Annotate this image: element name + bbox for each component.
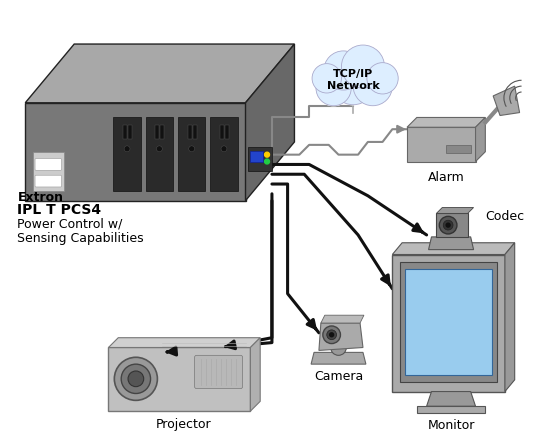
- Polygon shape: [114, 117, 141, 191]
- Circle shape: [440, 216, 457, 234]
- Polygon shape: [25, 103, 245, 200]
- Circle shape: [323, 326, 341, 343]
- Circle shape: [330, 333, 334, 337]
- Polygon shape: [392, 243, 515, 255]
- Text: IPL T PCS4: IPL T PCS4: [17, 203, 102, 216]
- Polygon shape: [225, 125, 229, 139]
- Circle shape: [312, 64, 342, 93]
- FancyBboxPatch shape: [195, 355, 243, 388]
- Text: Codec: Codec: [485, 210, 525, 223]
- Text: Camera: Camera: [314, 370, 363, 383]
- Circle shape: [367, 63, 398, 94]
- Polygon shape: [392, 255, 505, 391]
- Circle shape: [157, 146, 162, 152]
- Polygon shape: [250, 338, 260, 411]
- Polygon shape: [25, 44, 294, 103]
- Circle shape: [342, 45, 385, 88]
- Polygon shape: [505, 243, 515, 391]
- Circle shape: [316, 71, 351, 106]
- Circle shape: [324, 51, 363, 90]
- Text: Power Control w/
Sensing Capabilities: Power Control w/ Sensing Capabilities: [17, 217, 144, 246]
- Polygon shape: [400, 262, 497, 382]
- Circle shape: [324, 51, 363, 90]
- Polygon shape: [311, 352, 366, 364]
- Circle shape: [367, 63, 398, 94]
- Circle shape: [124, 146, 130, 152]
- Polygon shape: [146, 117, 173, 191]
- Circle shape: [128, 371, 144, 387]
- Polygon shape: [407, 117, 485, 127]
- Text: Alarm: Alarm: [428, 171, 464, 184]
- Circle shape: [443, 220, 453, 230]
- Polygon shape: [160, 125, 164, 139]
- Polygon shape: [155, 125, 159, 139]
- Circle shape: [265, 159, 270, 164]
- Polygon shape: [436, 207, 473, 213]
- Polygon shape: [210, 117, 238, 191]
- Polygon shape: [109, 338, 260, 348]
- Circle shape: [316, 71, 351, 106]
- Polygon shape: [178, 117, 206, 191]
- Circle shape: [353, 67, 392, 106]
- Polygon shape: [109, 348, 250, 411]
- FancyBboxPatch shape: [35, 158, 61, 170]
- Circle shape: [342, 45, 385, 88]
- Polygon shape: [249, 147, 272, 171]
- Text: Monitor: Monitor: [427, 419, 475, 432]
- Circle shape: [265, 152, 270, 157]
- Polygon shape: [128, 125, 132, 139]
- Circle shape: [327, 330, 337, 339]
- Polygon shape: [188, 125, 192, 139]
- Circle shape: [331, 339, 346, 355]
- Polygon shape: [405, 269, 492, 375]
- Circle shape: [331, 61, 375, 105]
- Polygon shape: [493, 86, 520, 116]
- Text: TCP/IP
Network: TCP/IP Network: [327, 69, 379, 91]
- Circle shape: [446, 223, 450, 227]
- Polygon shape: [321, 315, 364, 323]
- FancyBboxPatch shape: [250, 151, 263, 162]
- Polygon shape: [407, 127, 476, 162]
- FancyBboxPatch shape: [446, 145, 471, 153]
- Polygon shape: [220, 125, 224, 139]
- Polygon shape: [429, 237, 473, 249]
- Polygon shape: [319, 323, 363, 350]
- Text: Projector: Projector: [156, 418, 211, 431]
- Circle shape: [353, 67, 392, 106]
- Polygon shape: [33, 152, 65, 191]
- Text: Extron: Extron: [17, 191, 63, 204]
- Polygon shape: [476, 117, 485, 162]
- Polygon shape: [123, 125, 127, 139]
- Circle shape: [189, 146, 195, 152]
- Polygon shape: [417, 406, 485, 413]
- Polygon shape: [245, 44, 294, 200]
- FancyBboxPatch shape: [35, 175, 61, 187]
- Circle shape: [331, 61, 375, 105]
- Polygon shape: [427, 391, 476, 406]
- Polygon shape: [193, 125, 196, 139]
- Circle shape: [115, 357, 158, 401]
- Circle shape: [312, 64, 342, 93]
- Circle shape: [121, 364, 151, 394]
- Polygon shape: [436, 213, 468, 237]
- Circle shape: [221, 146, 227, 152]
